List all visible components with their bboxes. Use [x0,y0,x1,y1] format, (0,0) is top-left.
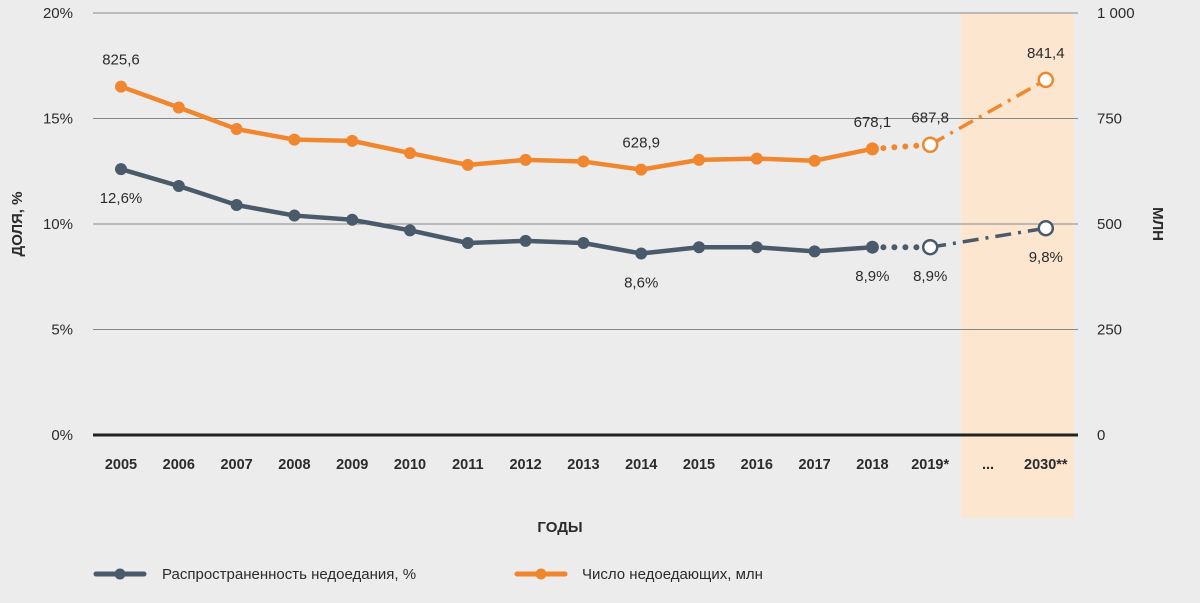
data-label-count: 825,6 [102,52,140,69]
line-count [120,84,873,172]
data-label-prevalence: 8,6% [624,275,658,292]
y-right-tick-label: 250 [1097,322,1122,339]
data-label-prevalence: 12,6% [100,190,143,207]
x-tick-label: 2009 [336,457,368,473]
point-prevalence [115,163,127,176]
legend-marker-count [535,568,547,580]
x-tick-label: 2017 [798,457,830,473]
data-label-count: 628,9 [622,135,660,152]
point-prevalence [865,240,879,254]
point-prevalence [461,236,474,249]
point-count [635,163,648,176]
y-left-tick-label: 10% [43,216,73,233]
point-count-projected [921,136,939,153]
x-tick-label: 2008 [278,457,310,473]
legend-marker-prevalence [114,568,126,580]
x-axis: 2005 2006 2007 2008 2009 2010 2011 2012 2013 2014… [105,457,1068,473]
y-axis-left: 0% 5% 10% 15% 20% [43,5,73,444]
x-tick-label: 2016 [741,457,773,473]
point-count [346,134,359,147]
point-count [808,154,821,167]
y-left-tick-label: 0% [51,427,73,444]
x-tick-label: 2005 [105,457,137,473]
point-count [288,133,301,146]
data-label-count: 841,4 [1027,45,1065,62]
legend: Распространенность недоедания, % Число н… [93,566,763,583]
data-label-count: 687,8 [911,110,949,127]
x-tick-label: 2018 [856,457,888,473]
y-left-tick-label: 15% [43,111,73,128]
x-tick-label: 2013 [567,457,599,473]
line-count-dotted [869,141,934,152]
point-prevalence [635,247,648,260]
x-axis-title: ГОДЫ [537,519,582,536]
point-prevalence [808,245,821,258]
legend-item-count: Число недоедающих, млн [514,566,763,583]
x-tick-label: 2014 [625,457,657,473]
point-prevalence [693,241,705,254]
data-label-count: 678,1 [854,114,892,131]
point-count-projected [1037,71,1055,89]
y-right-tick-label: 750 [1097,111,1122,128]
x-tick-label: 2006 [163,457,195,473]
x-tick-label: ... [982,457,994,473]
x-tick-label: 2030** [1024,457,1068,473]
x-tick-label: 2015 [683,457,715,473]
y-axis-left-title: ДОЛЯ, % [9,192,26,257]
point-count [519,153,532,166]
point-prevalence [404,224,416,237]
data-labels: 12,6% 8,6% 8,9% 8,9% 9,8% 825,6 628,9 678,1 687,… [100,45,1065,292]
y-left-tick-label: 5% [51,322,73,339]
point-prevalence [519,234,532,247]
x-tick-label: 2019* [911,457,949,473]
point-count [577,155,590,168]
y-left-tick-label: 20% [43,5,73,22]
point-prevalence [288,209,301,222]
line-prevalence-projection [929,226,1047,249]
point-prevalence-projected [921,238,939,256]
point-count [865,142,879,156]
line-prevalence [120,166,873,256]
point-count [230,123,243,136]
x-tick-label: 2012 [509,457,541,473]
point-prevalence-projected [1037,219,1055,237]
data-label-prevalence: 9,8% [1029,249,1063,266]
data-label-prevalence: 8,9% [913,268,947,285]
point-count [404,147,416,160]
x-tick-label: 2011 [452,457,483,473]
y-axis-right: 0 250 500 750 1 000 [1097,5,1135,444]
line-count-projection [929,78,1047,147]
point-count [461,158,474,171]
data-label-prevalence: 8,9% [855,268,889,285]
point-count [172,101,185,114]
point-count [693,153,705,166]
point-prevalence [230,199,243,212]
x-tick-label: 2007 [220,457,252,473]
series-points [115,71,1055,260]
point-prevalence [172,180,185,193]
y-right-tick-label: 0 [1097,427,1105,444]
y-right-tick-label: 1 000 [1097,5,1135,22]
x-tick-label: 2010 [394,457,426,473]
point-prevalence [750,241,763,254]
y-right-tick-label: 500 [1097,216,1122,233]
legend-item-prevalence: Распространенность недоедания, % [93,566,416,583]
point-count [750,152,763,165]
series-lines [120,78,1047,256]
legend-label-count: Число недоедающих, млн [582,566,763,583]
gridlines [93,12,1078,437]
point-count [115,80,127,93]
legend-label-prevalence: Распространенность недоедания, % [162,566,416,583]
point-prevalence [346,213,359,226]
y-axis-right-title: МЛН [1149,207,1166,241]
point-prevalence [577,236,590,249]
